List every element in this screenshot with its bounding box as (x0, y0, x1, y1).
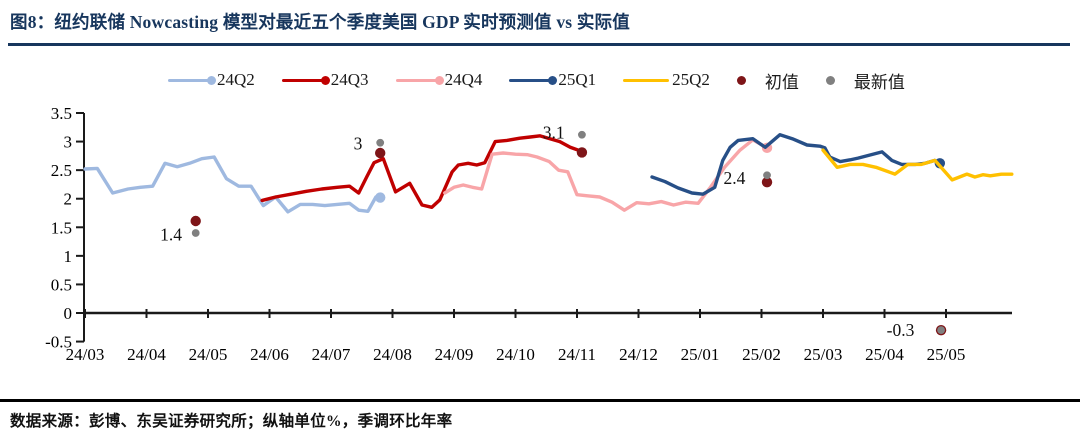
gdp-nowcast-chart: 3.5 3 2.5 2 1.5 1 0.5 0 -0.524/03 24/04 24/05 24/06… (45, 104, 1014, 364)
legend-label: 25Q1 (558, 70, 597, 89)
y-tick-label: 2.5 (51, 161, 72, 180)
legend-line-dot (548, 75, 558, 85)
annotation-label: 1.4 (160, 225, 182, 245)
x-tick-label: 24/03 (66, 345, 105, 364)
annotation-label: 2.4 (724, 168, 746, 188)
y-tick-label: 1.5 (51, 218, 72, 237)
legend-item-25Q1: 25Q1 (509, 70, 596, 90)
y-tick-label: -0.5 (45, 333, 72, 352)
x-tick-label: 24/11 (558, 345, 596, 364)
legend-dot-swatch (736, 75, 747, 85)
title-divider (8, 43, 1070, 46)
marker-latest-value (376, 138, 385, 147)
legend-label: 25Q2 (672, 70, 710, 89)
x-tick-label: 25/02 (742, 345, 781, 364)
x-tick-label: 25/05 (927, 345, 966, 364)
legend-dot (825, 75, 835, 85)
legend-item-初值: 初值 (736, 68, 799, 93)
x-tick-label: 24/09 (435, 345, 474, 364)
marker-latest-value (937, 326, 945, 335)
marker-first-value (190, 215, 201, 227)
series-24Q2-line (83, 155, 382, 214)
y-tick-label: 1 (64, 247, 73, 266)
x-tick-label: 24/06 (250, 345, 289, 364)
legend-line-swatch (509, 75, 558, 85)
legend-item-24Q3: 24Q3 (281, 70, 369, 90)
legend-label: 最新值 (853, 72, 905, 92)
y-tick-label: 3 (64, 133, 73, 152)
x-tick-label: 25/01 (681, 345, 720, 364)
legend-line-swatch (623, 75, 670, 85)
footer-divider (0, 399, 1080, 402)
y-tick-label: 2 (64, 190, 73, 209)
marker-first-value (576, 147, 588, 158)
marker-latest-value (763, 171, 771, 180)
legend-label: 24Q3 (330, 70, 369, 89)
marker-first-value (761, 176, 773, 188)
legend-label: 24Q2 (217, 70, 255, 89)
legend-line (281, 78, 328, 82)
series-24Q3-line (260, 134, 584, 209)
legend-line (509, 78, 556, 82)
x-tick-label: 24/05 (189, 345, 228, 364)
marker-latest-value (578, 130, 586, 139)
x-tick-label: 24/12 (619, 345, 658, 364)
legend-line-swatch (168, 75, 216, 85)
annotation-label: -0.3 (887, 320, 915, 340)
legend-dot (736, 75, 746, 85)
x-tick-label: 24/08 (373, 345, 412, 364)
legend-line-dot (207, 75, 216, 85)
series-25Q1-line (650, 133, 942, 196)
legend-item-24Q2: 24Q2 (168, 70, 255, 90)
y-tick-label: 0 (64, 304, 73, 323)
y-tick-label: 0.5 (51, 275, 72, 294)
series-24Q2-end-dot (375, 192, 386, 203)
x-tick-label: 24/10 (496, 345, 535, 364)
annotation-label: 3.1 (543, 122, 565, 142)
figure-title: 图8：纽约联储 Nowcasting 模型对最近五个季度美国 GDP 实时预测值… (10, 12, 630, 32)
legend-line (623, 78, 670, 82)
marker-latest-value (191, 229, 200, 237)
legend-item-25Q2: 25Q2 (623, 70, 710, 90)
legend-line (395, 78, 442, 82)
legend-line-dot (434, 75, 444, 85)
legend-label: 初值 (764, 72, 799, 92)
legend-line (168, 78, 214, 82)
legend-item-24Q4: 24Q4 (395, 70, 483, 90)
x-tick-label: 24/07 (312, 345, 351, 364)
marker-first-value (375, 147, 386, 159)
series-25Q2-line (821, 148, 1014, 182)
legend-line-dot (320, 75, 330, 85)
legend-line-swatch (395, 75, 444, 85)
legend: 24Q2 24Q3 24Q4 25Q1 25Q2 初值 最新值 (168, 64, 905, 96)
legend-label: 24Q4 (444, 70, 483, 89)
series-24Q4-line (443, 138, 769, 212)
legend-item-最新值: 最新值 (825, 68, 905, 93)
y-tick-label: 3.5 (51, 104, 72, 123)
x-tick-label: 24/04 (127, 345, 166, 364)
legend-line-swatch (281, 75, 330, 85)
annotation-label: 3 (354, 133, 363, 153)
x-tick-label: 25/04 (865, 345, 904, 364)
x-tick-label: 25/03 (804, 345, 843, 364)
legend-dot-swatch (825, 75, 836, 85)
source-note: 数据来源：彭博、东吴证券研究所；纵轴单位%，季调环比年率 (10, 413, 453, 430)
